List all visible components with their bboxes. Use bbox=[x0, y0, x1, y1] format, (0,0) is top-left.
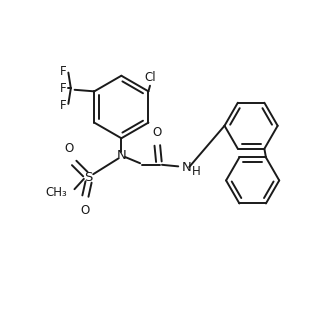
Text: N: N bbox=[181, 161, 191, 175]
Text: O: O bbox=[152, 126, 161, 139]
Text: F: F bbox=[60, 82, 66, 95]
Text: F: F bbox=[60, 65, 66, 78]
Text: F: F bbox=[60, 99, 66, 112]
Text: S: S bbox=[84, 171, 93, 184]
Text: CH₃: CH₃ bbox=[45, 186, 67, 199]
Text: O: O bbox=[81, 204, 90, 217]
Text: N: N bbox=[117, 149, 126, 162]
Text: H: H bbox=[191, 165, 200, 178]
Text: O: O bbox=[64, 143, 74, 155]
Text: Cl: Cl bbox=[144, 71, 156, 84]
